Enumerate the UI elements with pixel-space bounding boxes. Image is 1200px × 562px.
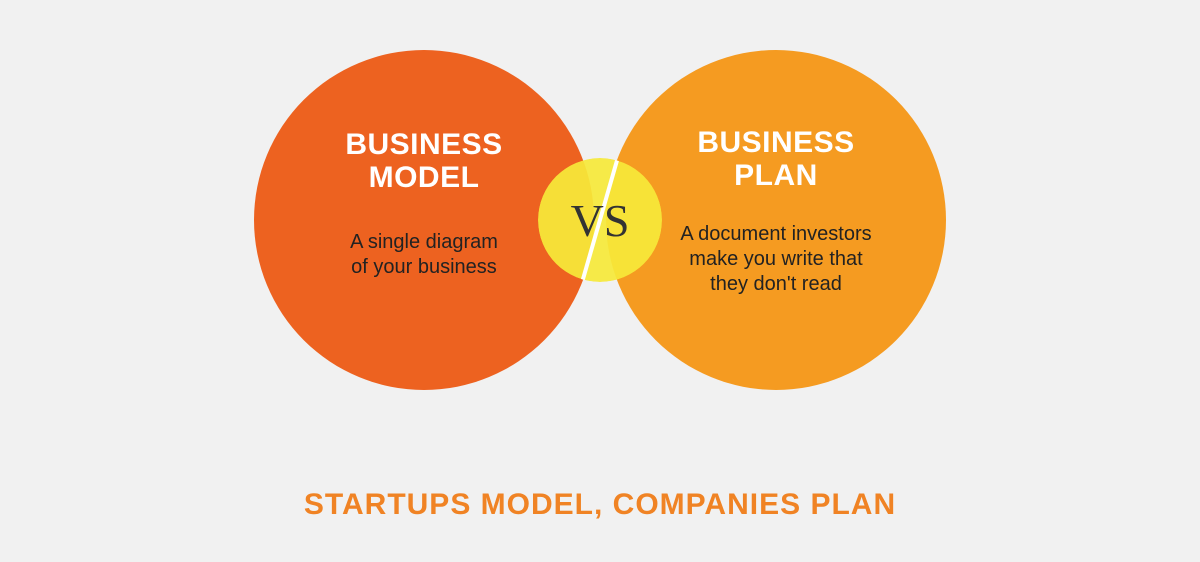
left-circle-desc: A single diagram of your business <box>350 230 498 280</box>
right-circle-desc: A document investors make you write that… <box>680 222 871 297</box>
vs-badge: VS <box>538 158 662 282</box>
caption-text: STARTUPS MODEL, COMPANIES PLAN <box>0 488 1200 522</box>
right-circle-title: BUSINESS PLAN <box>697 126 854 192</box>
vs-label: VS <box>538 158 662 282</box>
left-circle-title: BUSINESS MODEL <box>345 128 502 194</box>
infographic-stage: BUSINESS MODEL A single diagram of your … <box>0 0 1200 562</box>
